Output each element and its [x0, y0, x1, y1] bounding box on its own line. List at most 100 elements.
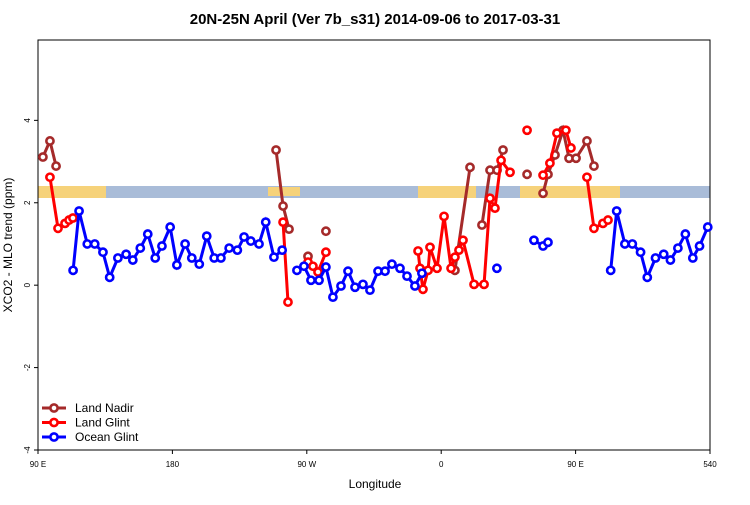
point — [283, 297, 293, 307]
point — [605, 265, 616, 276]
point — [650, 253, 661, 263]
point — [538, 188, 548, 199]
y-tick-label: 0 — [23, 282, 32, 287]
point — [611, 206, 622, 216]
point — [417, 268, 427, 279]
point — [224, 243, 235, 253]
point — [180, 239, 190, 249]
plot-frame — [37, 39, 711, 451]
point — [446, 263, 456, 274]
point — [254, 239, 264, 249]
point — [299, 261, 309, 272]
point — [336, 281, 346, 291]
point — [552, 128, 562, 139]
point — [477, 220, 487, 230]
point — [702, 222, 713, 232]
point — [239, 232, 249, 242]
point — [680, 229, 691, 239]
point — [571, 153, 581, 164]
point — [284, 224, 294, 235]
x-tick-label: 90 E — [567, 460, 583, 469]
point — [410, 281, 420, 291]
point — [194, 259, 205, 270]
point — [127, 255, 138, 265]
point — [53, 223, 63, 234]
y-axis-label: XCO2 - MLO trend (ppm) — [1, 178, 15, 313]
point — [350, 282, 360, 293]
point — [380, 266, 390, 277]
point — [157, 241, 167, 251]
point — [439, 211, 449, 222]
point — [232, 245, 243, 256]
point — [142, 229, 153, 239]
land-strip — [38, 186, 106, 198]
y-tick-label: -4 — [23, 446, 32, 454]
point — [665, 255, 676, 265]
point — [545, 158, 555, 169]
land-strip — [268, 187, 300, 196]
point — [150, 253, 161, 263]
point — [89, 239, 100, 249]
point — [68, 213, 78, 223]
point — [306, 275, 316, 286]
point — [560, 125, 571, 136]
point — [68, 265, 78, 276]
point — [135, 243, 146, 253]
point — [538, 170, 548, 181]
point — [465, 162, 475, 173]
series — [68, 206, 713, 303]
point — [566, 143, 576, 153]
x-tick-label: 90 W — [297, 460, 316, 469]
point — [635, 247, 646, 258]
point — [74, 206, 84, 216]
x-tick-label: 90 E — [30, 460, 46, 469]
point — [314, 275, 324, 286]
point — [98, 247, 108, 258]
point — [277, 245, 288, 256]
land-strip — [418, 186, 476, 198]
point — [687, 253, 698, 263]
point — [292, 265, 302, 276]
x-axis-label: Longitude — [349, 477, 402, 491]
legend-marker — [49, 432, 59, 442]
point — [413, 246, 423, 256]
point — [418, 284, 428, 295]
point — [529, 235, 539, 246]
point — [454, 245, 464, 256]
point — [485, 193, 495, 204]
point — [328, 292, 338, 303]
x-tick-label: 0 — [439, 460, 444, 469]
y-tick-label: -2 — [23, 363, 32, 371]
point — [104, 272, 115, 283]
point — [45, 136, 55, 146]
point — [186, 253, 197, 263]
point — [425, 242, 435, 253]
y-tick-label: 2 — [23, 200, 32, 205]
series — [45, 125, 613, 307]
y-tick-label: 4 — [23, 118, 32, 123]
point — [321, 262, 331, 272]
x-tick-label: 180 — [166, 460, 180, 469]
point — [245, 236, 256, 246]
point — [395, 263, 405, 274]
point — [498, 145, 508, 155]
point — [627, 239, 638, 249]
point — [402, 271, 412, 282]
point — [479, 279, 489, 290]
point — [589, 161, 599, 171]
point — [589, 223, 599, 234]
point — [165, 222, 176, 232]
x-tick-label: 540 — [703, 460, 717, 469]
point — [658, 249, 669, 260]
point — [82, 239, 93, 249]
chart-title: 20N-25N April (Ver 7b_s31) 2014-09-06 to… — [190, 11, 560, 28]
land-strip — [520, 186, 620, 198]
point — [469, 279, 479, 290]
legend-label: Land Glint — [75, 416, 130, 430]
point — [216, 253, 226, 263]
point — [121, 249, 132, 260]
legend-label: Land Nadir — [75, 401, 134, 415]
point — [51, 161, 61, 171]
point — [522, 125, 532, 136]
point — [694, 241, 705, 251]
